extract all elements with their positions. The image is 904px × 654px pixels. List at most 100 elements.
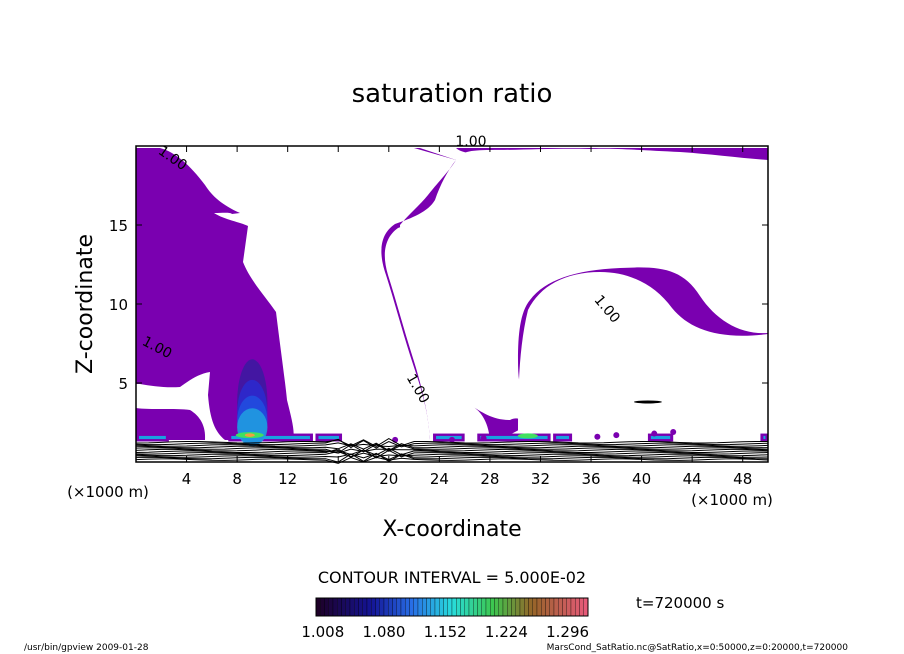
band-cyan-4 — [480, 435, 548, 440]
updraft-core-3 — [237, 408, 268, 447]
colorbar — [315, 597, 589, 617]
colorbar-cell-41 — [490, 597, 495, 617]
colorbar-cell-40 — [485, 597, 491, 617]
y-tick-label-2: 15 — [109, 217, 128, 235]
colorbar-cell-23 — [413, 597, 419, 617]
contour-blob — [633, 400, 662, 404]
band-cyan-3 — [436, 435, 462, 440]
colorbar-cell-24 — [417, 597, 423, 617]
colorbar-cell-27 — [430, 597, 436, 617]
unsaturated-pocket — [518, 272, 768, 440]
colorbar-cell-17 — [388, 597, 393, 617]
surface-layer — [136, 359, 768, 447]
colorbar-cell-49 — [524, 597, 529, 617]
colorbar-cell-12 — [366, 597, 372, 617]
surface-contour-10 — [135, 438, 769, 449]
colorbar-cell-4 — [332, 597, 338, 617]
x-tick-label-9: 40 — [632, 470, 651, 488]
colorbar-cell-1 — [320, 597, 325, 617]
blob-4 — [613, 432, 620, 439]
colorbar-cell-13 — [371, 597, 376, 617]
colorbar-cell-8 — [349, 597, 355, 617]
colorbar-cell-43 — [498, 597, 504, 617]
colorbar-cell-34 — [460, 597, 465, 617]
surface-contour-5 — [135, 447, 769, 456]
colorbar-cell-29 — [439, 597, 444, 617]
colorbar-cell-21 — [405, 597, 410, 617]
chart-title: saturation ratio — [352, 79, 553, 109]
colorbar-cell-26 — [426, 597, 431, 617]
x-tick-label-5: 24 — [430, 470, 449, 488]
x-tick-label-2: 12 — [278, 470, 297, 488]
colorbar-cell-28 — [434, 597, 440, 617]
colorbar-label-0: 1.008 — [301, 623, 344, 641]
colorbar-cell-47 — [515, 597, 521, 617]
colorbar-cell-22 — [409, 597, 414, 617]
plot-area — [135, 145, 769, 464]
surface-contour-1 — [135, 452, 769, 463]
blob-1 — [449, 436, 455, 443]
colorbar-cell-63 — [583, 597, 589, 617]
colorbar-cell-37 — [473, 597, 478, 617]
colorbar-cell-53 — [541, 597, 546, 617]
colorbar-frame — [315, 597, 589, 617]
colorbar-label-4: 1.296 — [546, 623, 589, 641]
colorbar-cell-0 — [315, 597, 321, 617]
band-cyan-0 — [139, 435, 166, 440]
footer-right: MarsCond_SatRatio.nc@SatRatio,x=0:50000,… — [547, 643, 849, 653]
colorbar-cell-48 — [519, 597, 525, 617]
band-cyan-2 — [318, 435, 340, 440]
colorbar-cell-50 — [528, 597, 533, 617]
time-label: t=720000 s — [636, 594, 724, 612]
colorbar-cell-62 — [579, 597, 584, 617]
x-unit-left: (×1000 m) — [67, 483, 149, 501]
colorbar-cell-6 — [341, 597, 346, 617]
colorbar-label-1: 1.080 — [363, 623, 406, 641]
blob-3 — [594, 433, 601, 440]
surface-contour-7 — [135, 443, 769, 454]
colorbar-cell-39 — [481, 597, 487, 617]
y-axis-label: Z-coordinate — [73, 234, 98, 374]
x-tick-label-1: 8 — [232, 470, 242, 488]
surface-contour-0 — [135, 456, 769, 464]
surface-contour-3 — [135, 450, 769, 458]
colorbar-cell-44 — [502, 597, 508, 617]
y-tick-label-0: 5 — [118, 375, 128, 393]
surface-contour-2 — [135, 453, 769, 461]
surface-contour-11 — [135, 438, 768, 447]
x-tick-label-4: 20 — [379, 470, 398, 488]
colorbar-cell-32 — [451, 597, 457, 617]
colorbar-cell-42 — [494, 597, 499, 617]
footer-left: /usr/bin/gpview 2009-01-28 — [24, 643, 149, 653]
core-green-2 — [517, 433, 538, 439]
colorbar-cell-59 — [566, 597, 572, 617]
colorbar-cell-7 — [345, 597, 351, 617]
colorbar-cell-18 — [392, 597, 397, 617]
colorbar-cell-9 — [354, 597, 359, 617]
colorbar-cell-33 — [456, 597, 461, 617]
colorbar-cell-56 — [553, 597, 559, 617]
blob-5 — [651, 430, 658, 437]
x-tick-label-0: 4 — [182, 470, 192, 488]
colorbar-cell-11 — [362, 597, 368, 617]
x-axis-label: X-coordinate — [382, 517, 521, 542]
band-cyan-1 — [231, 435, 310, 440]
y-axis-ticks: 5 10 15 — [109, 217, 768, 393]
colorbar-cell-25 — [422, 597, 427, 617]
colorbar-cell-55 — [549, 597, 555, 617]
colorbar-cell-35 — [464, 597, 470, 617]
x-unit-right: (×1000 m) — [691, 491, 773, 509]
colorbar-tick-labels: 1.008 1.080 1.152 1.224 1.296 — [301, 623, 589, 641]
blob-6 — [670, 428, 677, 435]
surface-contour-9 — [135, 442, 769, 448]
colorbar-cell-51 — [532, 597, 538, 617]
colorbar-cell-58 — [562, 597, 567, 617]
y-tick-label-1: 10 — [109, 296, 128, 314]
colorbar-cell-61 — [575, 597, 580, 617]
surface-contour-8 — [135, 442, 769, 452]
colorbar-cell-14 — [375, 597, 380, 617]
colorbar-cell-38 — [477, 597, 482, 617]
surface-contour-4 — [135, 448, 769, 459]
colorbar-cell-15 — [379, 597, 385, 617]
contour-label-1: 1.00 — [455, 134, 486, 150]
